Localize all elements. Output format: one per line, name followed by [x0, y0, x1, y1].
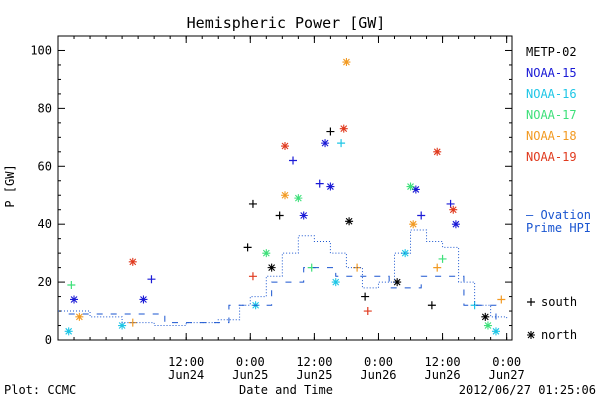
y-axis-label: P [GW]: [3, 164, 17, 207]
point-north: [326, 182, 335, 191]
point-north: [331, 278, 340, 287]
point-south: [438, 254, 447, 263]
chart-title: Hemispheric Power [GW]: [187, 14, 386, 32]
point-north: [128, 257, 137, 266]
point-north: [451, 220, 460, 229]
point-north: [118, 321, 127, 330]
legend-item: NOAA-16: [526, 87, 577, 101]
point-south: [289, 156, 298, 165]
x-tick-label-date: Jun24: [168, 368, 204, 382]
point-north: [401, 249, 410, 258]
ovation-line: [58, 229, 508, 327]
x-axis-label: Date and Time: [239, 383, 333, 397]
marker-legend-label: north: [541, 328, 577, 342]
point-south: [275, 211, 284, 220]
point-north: [409, 220, 418, 229]
point-north: [339, 124, 348, 133]
point-south: [67, 280, 76, 289]
point-south: [361, 292, 370, 301]
point-north: [481, 312, 490, 321]
legend-item: NOAA-15: [526, 66, 577, 80]
footer-right: 2012/06/27 01:25:06: [459, 383, 596, 397]
x-tick-label-time: 0:00: [492, 355, 521, 369]
y-tick-label: 80: [38, 101, 52, 115]
legend-item: METP-02: [526, 45, 577, 59]
point-south: [417, 211, 426, 220]
point-north: [433, 147, 442, 156]
point-north: [281, 191, 289, 200]
point-south: [128, 318, 137, 327]
x-tick-label-time: 12:00: [296, 355, 332, 369]
point-south: [326, 127, 335, 136]
footer-left: Plot: CCMC: [4, 383, 76, 397]
x-tick-label-time: 12:00: [425, 355, 461, 369]
point-south: [243, 243, 252, 252]
marker-legend-label: south: [541, 295, 577, 309]
point-north: [267, 263, 276, 272]
plot-frame: [57, 35, 513, 341]
x-tick-label-time: 12:00: [168, 355, 204, 369]
point-north: [345, 217, 354, 226]
legend-item: NOAA-17: [526, 108, 577, 122]
legend-item: NOAA-19: [526, 150, 577, 164]
point-north: [262, 249, 271, 258]
point-south: [248, 199, 257, 208]
point-north: [342, 58, 351, 67]
x-tick-label-time: 0:00: [236, 355, 265, 369]
x-tick-label-date: Jun26: [425, 368, 461, 382]
y-tick-label: 100: [30, 43, 52, 57]
point-north: [64, 327, 73, 336]
point-south: [433, 263, 442, 272]
point-north: [299, 211, 308, 220]
point-south: [527, 298, 535, 306]
x-tick-label-date: Jun25: [296, 368, 332, 382]
point-south: [315, 179, 324, 188]
point-north: [411, 185, 420, 194]
point-north: [483, 321, 492, 330]
point-north: [449, 205, 458, 214]
point-north: [321, 139, 330, 148]
point-south: [248, 272, 257, 281]
plot-layer: 02040608010012:00Jun240:00Jun2512:00Jun2…: [30, 35, 577, 382]
point-south: [337, 139, 346, 148]
point-north: [393, 278, 402, 287]
point-north: [294, 194, 303, 203]
point-south: [147, 275, 156, 284]
point-north: [70, 295, 79, 304]
y-tick-label: 60: [38, 159, 52, 173]
point-south: [497, 295, 506, 304]
y-tick-label: 40: [38, 217, 52, 231]
point-north: [139, 295, 148, 304]
y-tick-label: 0: [45, 333, 52, 347]
ovation-label-line1: — Ovation: [526, 208, 591, 222]
x-tick-label-date: Jun27: [489, 368, 525, 382]
point-south: [427, 301, 436, 310]
x-tick-label-date: Jun25: [232, 368, 268, 382]
x-tick-label-time: 0:00: [364, 355, 393, 369]
point-north: [75, 312, 84, 321]
legend-item: NOAA-18: [526, 129, 577, 143]
point-south: [363, 307, 372, 316]
ovation-line: [68, 267, 497, 324]
ovation-label-line2: Prime HPI: [526, 221, 591, 235]
point-north: [527, 331, 535, 339]
point-north: [281, 142, 289, 151]
point-north: [491, 327, 500, 336]
point-north: [406, 182, 415, 191]
x-tick-label-date: Jun26: [360, 368, 396, 382]
y-tick-label: 20: [38, 275, 52, 289]
